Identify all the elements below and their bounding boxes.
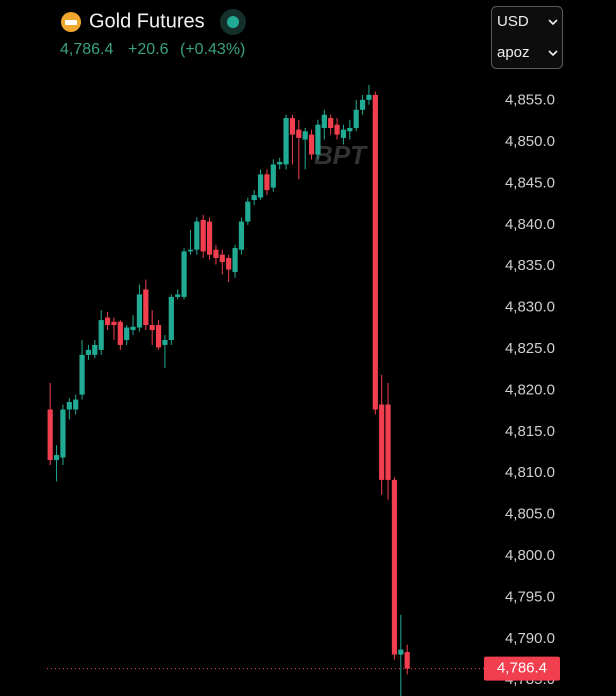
candle-body <box>181 251 187 297</box>
candle-body <box>187 249 194 252</box>
candle-body <box>73 399 79 410</box>
candle-body <box>47 409 53 461</box>
candle-body <box>194 221 200 250</box>
candle-body <box>226 257 232 270</box>
candle-body <box>289 118 296 135</box>
status-dot <box>227 16 239 28</box>
candle-body <box>168 296 174 340</box>
candle-body <box>334 124 340 135</box>
candle-body <box>372 94 378 410</box>
candle-body <box>155 325 162 348</box>
chart-title: Gold Futures <box>89 10 205 32</box>
last-price-box <box>484 656 560 681</box>
candle-body <box>353 109 359 128</box>
candle-body <box>359 99 366 110</box>
candle-body <box>321 114 327 128</box>
watermark: BPT <box>314 140 368 170</box>
candle-body <box>232 248 238 273</box>
y-tick-label: 4,800.0 <box>505 547 555 564</box>
y-tick-label: 4,810.0 <box>505 464 555 481</box>
candle-body <box>85 349 92 355</box>
candle-body <box>328 118 334 128</box>
candle-body <box>136 294 143 328</box>
candle-body <box>270 164 276 188</box>
candle-body <box>238 221 245 250</box>
y-tick-label: 4,815.0 <box>505 423 555 440</box>
candle-body <box>398 649 404 655</box>
gold-icon-bar <box>65 20 77 25</box>
candle-body <box>315 124 321 155</box>
candle-body <box>66 402 72 410</box>
candle-body <box>117 321 123 345</box>
y-tick-label: 4,840.0 <box>505 216 555 233</box>
candle-body <box>200 219 206 252</box>
chevron <box>548 50 558 57</box>
candle-body <box>130 326 136 331</box>
header-change-pct: (+0.43%) <box>180 41 245 58</box>
candle-body <box>143 289 149 326</box>
y-tick-label: 4,820.0 <box>505 381 555 398</box>
candle-body <box>277 161 283 165</box>
candle-body <box>53 455 60 461</box>
candle-body <box>379 404 385 480</box>
candle-body <box>391 479 398 655</box>
y-tick-label: 4,830.0 <box>505 299 555 316</box>
candle-body <box>404 652 410 669</box>
candle-body <box>340 129 347 138</box>
y-tick-label: 4,805.0 <box>505 506 555 523</box>
y-tick-label: 4,790.0 <box>505 630 555 647</box>
candle-body <box>149 325 155 331</box>
candle-body <box>104 317 111 326</box>
y-tick-label: 4,825.0 <box>505 340 555 357</box>
candle-body <box>366 94 372 100</box>
candle-body <box>245 201 251 222</box>
candle-body <box>308 134 315 155</box>
selector-box <box>491 6 563 69</box>
candle-body <box>283 118 289 165</box>
last-price-label: 4,786.4 <box>497 660 547 677</box>
candle-body <box>98 320 104 350</box>
candle-body <box>251 195 257 201</box>
header-change: +20.6 <box>128 41 169 58</box>
y-tick-label: 4,845.0 <box>505 174 555 191</box>
candle-body <box>92 344 98 355</box>
candle-body <box>219 254 225 263</box>
y-tick-label: 4,850.0 <box>505 133 555 150</box>
candle-body <box>302 131 308 140</box>
candle-body <box>206 221 213 255</box>
candle-body <box>264 174 270 191</box>
candle-body <box>162 339 168 345</box>
chevron <box>548 19 558 26</box>
candle-body <box>111 321 117 326</box>
candle-body <box>175 294 181 297</box>
candle-body <box>385 404 391 480</box>
account-select[interactable]: apoz <box>497 44 530 61</box>
candle-body <box>347 127 353 132</box>
y-tick-label: 4,855.0 <box>505 92 555 109</box>
candle-body <box>79 354 85 395</box>
y-tick-label: 4,795.0 <box>505 588 555 605</box>
currency-select[interactable]: USD <box>497 13 529 30</box>
candle-body <box>296 129 302 138</box>
candle-body <box>124 327 130 340</box>
header-price: 4,786.4 <box>60 41 113 58</box>
candle-body <box>60 409 66 458</box>
candle-body <box>257 174 264 198</box>
y-tick-label: 4,835.0 <box>505 257 555 274</box>
candle-body <box>213 249 219 258</box>
